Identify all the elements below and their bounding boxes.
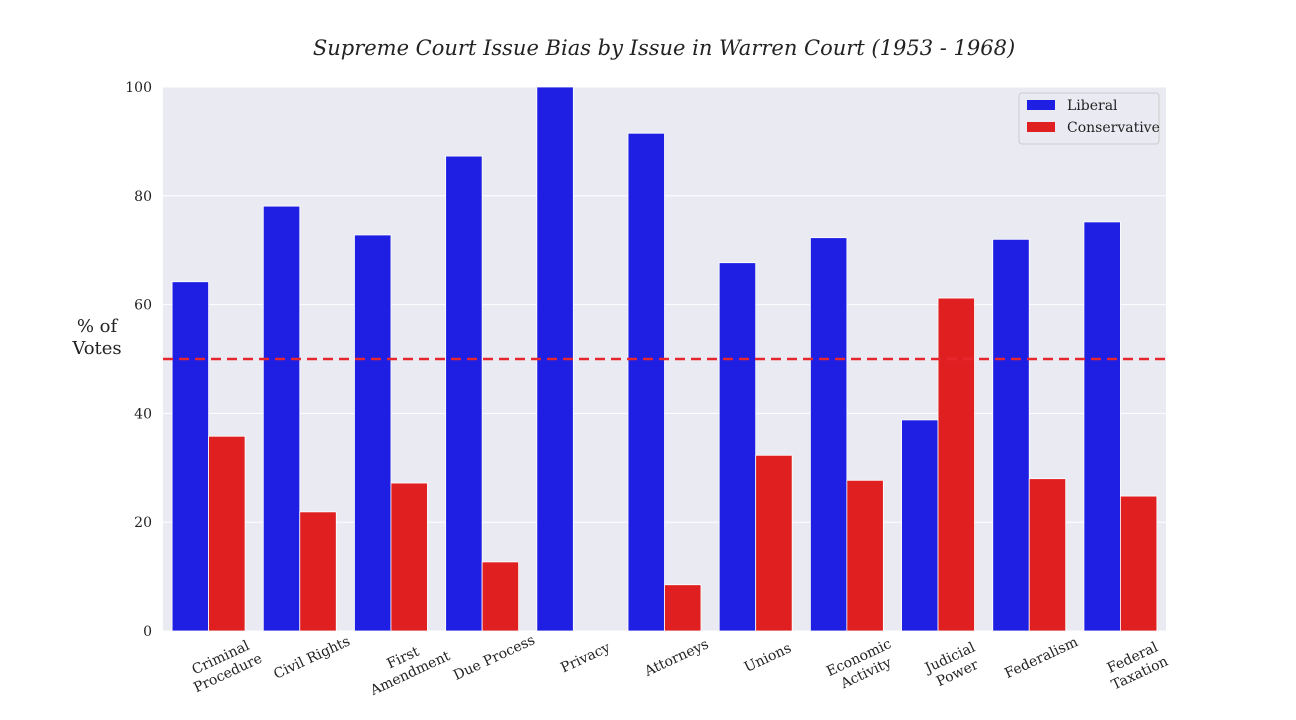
- bar: [390, 482, 428, 632]
- bar: [992, 238, 1030, 632]
- bar: [1083, 221, 1121, 632]
- x-tick-label: Privacy: [558, 640, 613, 677]
- legend-swatch: [1027, 122, 1055, 132]
- bar: [445, 155, 483, 632]
- y-tick-label: 80: [134, 189, 152, 205]
- y-axis-label-line: % of: [77, 316, 119, 337]
- x-tick-label-line: Federalism: [1002, 634, 1080, 682]
- x-tick-label-line: Unions: [742, 640, 794, 676]
- bars: [171, 86, 1158, 632]
- bar: [208, 435, 246, 632]
- legend-label: Conservative: [1067, 120, 1160, 136]
- y-tick-label: 100: [125, 80, 152, 96]
- bar: [1120, 495, 1158, 632]
- y-axis-label-line: Votes: [71, 338, 121, 359]
- bar: [354, 234, 392, 632]
- bar: [664, 584, 702, 632]
- y-tick-label: 20: [134, 515, 152, 531]
- x-tick-label-line: Privacy: [558, 640, 613, 677]
- y-tick-label: 0: [143, 624, 152, 640]
- bar: [937, 297, 975, 632]
- bar: [718, 262, 757, 632]
- bar: [846, 479, 884, 632]
- bar: [262, 205, 301, 632]
- y-tick-label: 40: [134, 406, 152, 422]
- bar: [627, 132, 665, 632]
- legend: Liberal Conservative: [1018, 92, 1160, 145]
- chart-title: Supreme Court Issue Bias by Issue in War…: [313, 36, 1015, 60]
- x-tick-label: Civil Rights: [271, 633, 352, 682]
- bar: [755, 454, 793, 632]
- x-tick-label: Federalism: [1002, 634, 1080, 682]
- x-tick-label: Due Process: [451, 632, 538, 684]
- bar: [901, 419, 939, 632]
- y-tick-label: 60: [134, 298, 152, 314]
- bar: [809, 237, 848, 632]
- y-tick-labels: 0 20 40 60 80 100: [125, 80, 152, 640]
- x-tick-label: Unions: [742, 640, 794, 676]
- bar: [481, 561, 520, 632]
- bar: [1028, 478, 1067, 632]
- x-tick-label: Attorneys: [641, 636, 711, 680]
- legend-swatch: [1027, 100, 1055, 110]
- x-tick-label-line: Attorneys: [641, 636, 711, 680]
- legend-label: Liberal: [1067, 98, 1118, 114]
- bar: [171, 281, 209, 632]
- x-tick-label-line: Due Process: [451, 632, 538, 684]
- bar: [299, 511, 337, 632]
- x-tick-label-line: Civil Rights: [271, 633, 352, 682]
